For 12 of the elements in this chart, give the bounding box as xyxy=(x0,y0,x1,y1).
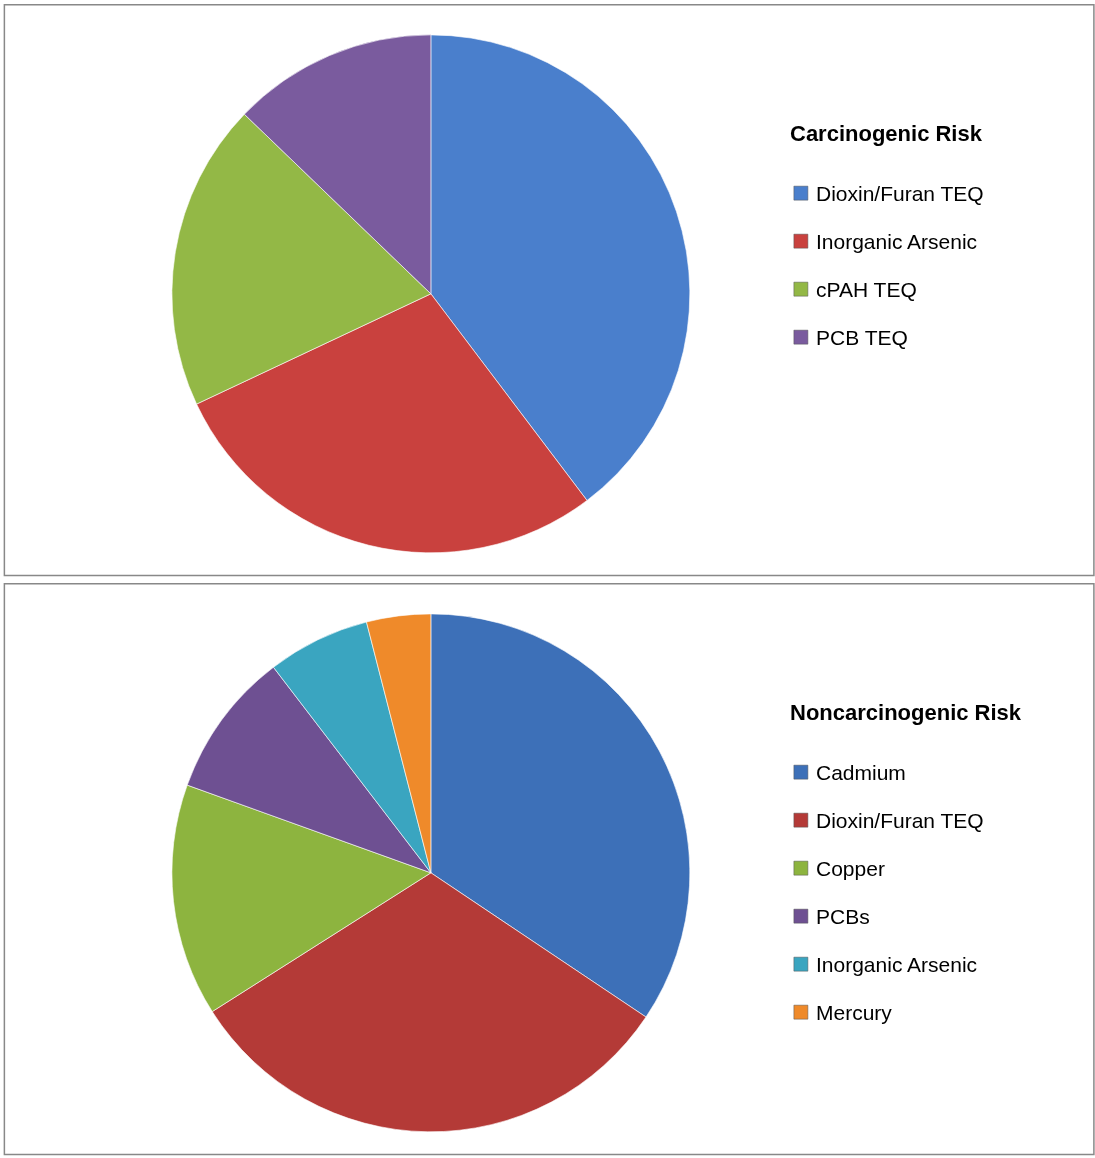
legend-label: cPAH TEQ xyxy=(816,278,917,301)
legend-label: Mercury xyxy=(816,1001,893,1024)
legend-label: Dioxin/Furan TEQ xyxy=(816,182,984,205)
legend-label: Inorganic Arsenic xyxy=(816,953,978,976)
legend-title: Carcinogenic Risk xyxy=(790,121,983,146)
legend-label: Copper xyxy=(816,857,885,880)
legend-label: PCB TEQ xyxy=(816,326,908,349)
legend-label: Dioxin/Furan TEQ xyxy=(816,809,984,832)
legend-label: Cadmium xyxy=(816,761,906,784)
legend-title: Noncarcinogenic Risk xyxy=(790,700,1022,725)
legend-label: Inorganic Arsenic xyxy=(816,230,978,253)
legend-label: PCBs xyxy=(816,905,870,928)
